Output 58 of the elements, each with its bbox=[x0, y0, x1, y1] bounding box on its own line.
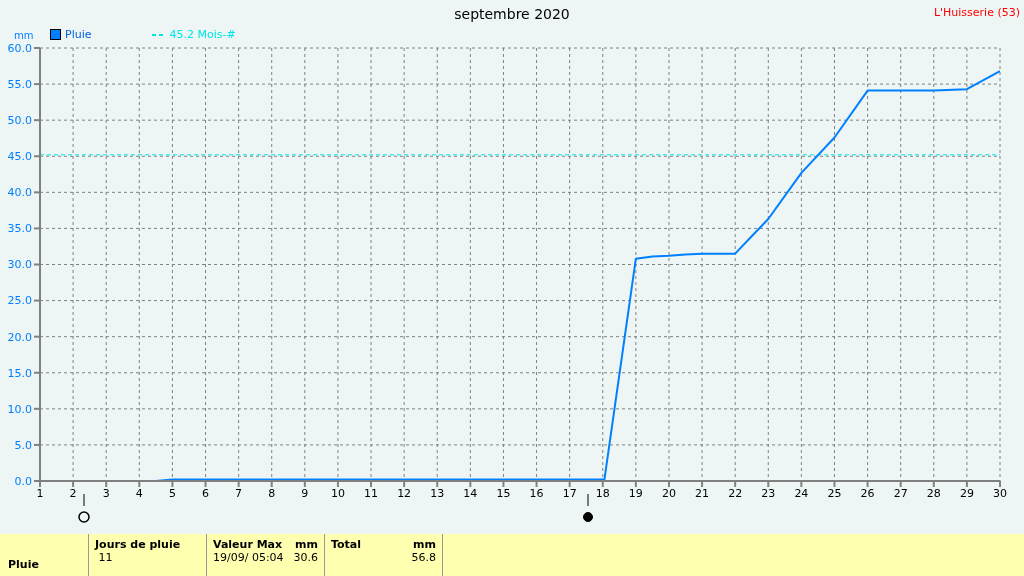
y-tick-label: 25.0 bbox=[7, 294, 32, 308]
x-tick-label: 1 bbox=[36, 486, 44, 500]
text: mm bbox=[413, 538, 436, 551]
text: 19/09/ 05:04 bbox=[213, 551, 284, 564]
text: Jours de pluie bbox=[95, 538, 182, 551]
x-tick-label: 25 bbox=[827, 486, 842, 500]
y-tick-label: 60.0 bbox=[7, 41, 32, 55]
text: Valeur Max bbox=[213, 538, 283, 551]
legend-label: 45.2 Mois-# bbox=[168, 28, 236, 41]
y-tick-label: 45.0 bbox=[7, 150, 32, 164]
x-tick-label: 5 bbox=[168, 486, 176, 500]
x-tick-label: 17 bbox=[562, 486, 577, 500]
x-tick-label: 11 bbox=[364, 486, 379, 500]
chart-title: septembre 2020 bbox=[454, 6, 570, 22]
x-tick-label: 15 bbox=[496, 486, 511, 500]
y-tick-label: 40.0 bbox=[7, 186, 32, 200]
x-tick-label: 8 bbox=[268, 486, 276, 500]
y-tick-label: 35.0 bbox=[7, 222, 32, 236]
y-tick-label: 5.0 bbox=[14, 438, 32, 452]
x-tick-label: 26 bbox=[860, 486, 875, 500]
y-tick-label: 50.0 bbox=[7, 114, 32, 128]
x-tick-label: 23 bbox=[761, 486, 776, 500]
x-tick-label: 24 bbox=[794, 486, 809, 500]
x-tick-label: 13 bbox=[430, 486, 445, 500]
x-tick-label: 28 bbox=[926, 486, 941, 500]
text: mm bbox=[295, 538, 318, 551]
x-tick-label: 21 bbox=[695, 486, 710, 500]
x-tick-label: 20 bbox=[661, 486, 676, 500]
x-tick-label: 19 bbox=[628, 486, 643, 500]
x-tick-label: 10 bbox=[330, 486, 345, 500]
y-tick-label: 10.0 bbox=[7, 402, 32, 416]
text: 30.6 bbox=[293, 551, 318, 564]
x-tick-label: 14 bbox=[463, 486, 478, 500]
y-tick-label: 20.0 bbox=[7, 330, 32, 344]
text: 11 bbox=[97, 551, 114, 564]
text: 56.8 bbox=[410, 551, 436, 564]
x-tick-label: 3 bbox=[102, 486, 110, 500]
x-tick-label: 7 bbox=[235, 486, 243, 500]
text: Pluie bbox=[8, 558, 39, 571]
x-tick-label: 22 bbox=[728, 486, 743, 500]
x-tick-label: 18 bbox=[595, 486, 610, 500]
x-tick-label: 9 bbox=[301, 486, 309, 500]
legend-label: Pluie bbox=[64, 28, 92, 41]
x-tick-label: 2 bbox=[69, 486, 77, 500]
x-tick-label: 12 bbox=[397, 486, 412, 500]
x-tick-label: 6 bbox=[202, 486, 210, 500]
x-tick-label: 30 bbox=[993, 486, 1007, 500]
y-tick-label: 0.0 bbox=[14, 474, 32, 488]
y-tick-label: 15.0 bbox=[7, 366, 32, 380]
x-tick-label: 16 bbox=[529, 486, 544, 500]
y-tick-label: 55.0 bbox=[7, 77, 32, 91]
chart-subtitle: L'Huisserie (53) bbox=[933, 6, 1020, 19]
text: Total bbox=[331, 538, 362, 551]
x-tick-label: 27 bbox=[893, 486, 908, 500]
x-tick-label: 4 bbox=[135, 486, 143, 500]
y-axis-title: mm bbox=[14, 30, 34, 41]
y-tick-label: 30.0 bbox=[7, 258, 32, 272]
x-tick-label: 29 bbox=[959, 486, 974, 500]
